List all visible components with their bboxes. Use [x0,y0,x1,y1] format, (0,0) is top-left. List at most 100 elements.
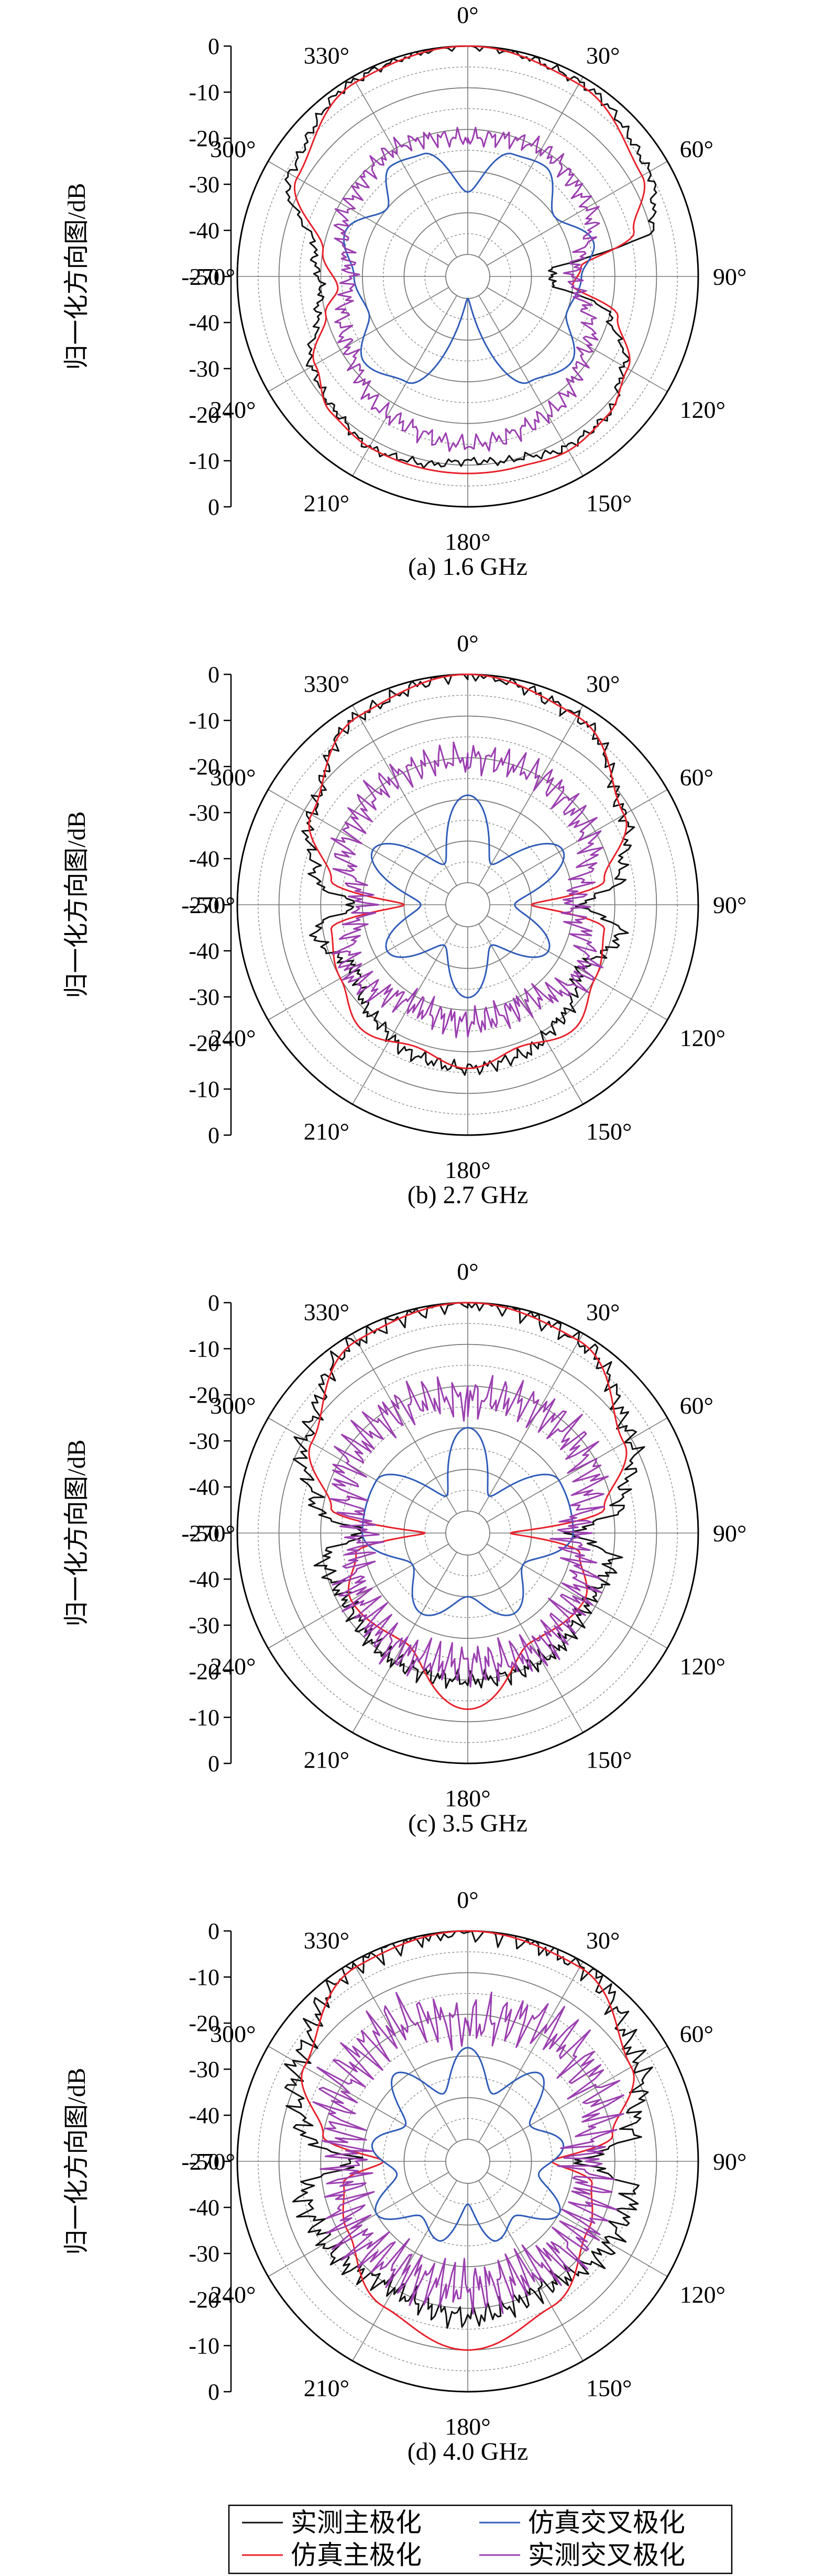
angle-label: 240° [210,1025,256,1051]
angle-label: 180° [445,1157,490,1183]
radial-tick-label: -50 [189,892,219,918]
radial-tick-label: -40 [189,938,219,964]
radial-tick-label: -30 [189,356,219,382]
y-axis-label: 归一化方向图/dB [63,183,91,370]
angular-gridline [352,1961,457,2143]
angular-gridline [478,1333,584,1515]
polar-panel: 0 -10 -20 -30 -40 -50 -40 -30 -20 -10 0 归一化方向图/dB 0°… [63,1258,746,1837]
angle-label: 330° [304,670,349,697]
series-simulated-cross [371,2047,565,2242]
angle-label: 30° [586,1927,620,1953]
radial-tick-label: -30 [189,172,219,197]
angular-gridline [486,161,668,266]
angular-gridline [486,1544,668,1649]
angle-label: 180° [445,2413,490,2440]
radial-tick-label: -50 [189,1520,219,1546]
angle-label: -270° [181,1520,235,1547]
series-measured-co [292,1302,645,1689]
angular-gridline [352,923,457,1105]
angular-gridline [486,2172,668,2277]
angle-label: 120° [680,1025,725,1051]
legend-label-measured-cross: 实测交叉极化 [528,2540,685,2570]
series-measured-cross [312,1991,624,2315]
angle-label: -270° [181,263,235,290]
polar-panel: 0 -10 -20 -30 -40 -50 -40 -30 -20 -10 0 归一化方向图/dB 0°… [63,2,746,581]
polar-panels: 0 -10 -20 -30 -40 -50 -40 -30 -20 -10 0 归一化方向图/dB 0°… [63,2,746,2466]
angle-label: 300° [210,1392,256,1419]
angular-gridline [352,705,457,886]
y-axis-label: 归一化方向图/dB [63,2068,91,2255]
legend-box [228,2504,733,2574]
angular-gridline [352,76,457,258]
angular-gridline [486,789,668,894]
radial-tick-label: -20 [189,1382,219,1408]
radial-tick-label: 0 [208,1123,219,1148]
y-axis-label: 归一化方向图/dB [63,1439,91,1626]
series-measured-cross [329,1375,609,1688]
radial-tick-label: -10 [189,1705,219,1730]
angle-label: 150° [586,490,632,517]
angle-label: 180° [445,528,490,555]
radial-tick-label: -10 [189,2333,219,2359]
radial-tick-label: -20 [189,2011,219,2036]
legend-label-measured-co: 实测主极化 [291,2508,422,2537]
angle-label: 30° [586,1298,620,1325]
angle-label: 60° [680,136,713,162]
angle-label: 240° [210,1653,256,1680]
radial-tick-label: -30 [189,800,219,826]
radial-tick-label: -10 [189,708,219,734]
radial-tick-label: -40 [189,2103,219,2128]
radial-tick-label: -20 [189,402,219,428]
radial-tick-label: -30 [189,2241,219,2267]
angular-gridline [268,287,449,392]
polar-panel: 0 -10 -20 -30 -40 -50 -40 -30 -20 -10 0 归一化方向图/dB 0°… [63,1886,746,2466]
angle-label: 90° [713,1520,746,1547]
angular-gridline [268,2046,449,2151]
angle-label: 180° [445,1785,490,1812]
angle-label: 150° [586,1118,632,1145]
radial-tick-label: -30 [189,1428,219,1454]
radial-tick-label: -10 [189,1076,219,1102]
radial-tick-label: 0 [208,1290,219,1316]
angle-label: 60° [680,2020,713,2047]
angle-label: 300° [210,2020,256,2047]
radial-tick-label: -40 [189,310,219,336]
radial-gridline [445,2139,490,2184]
angular-gridline [352,1333,457,1515]
angular-gridline [478,1961,584,2143]
radial-tick-label: -10 [189,80,219,105]
angle-label: 0° [457,1886,478,1913]
radial-tick-label: -40 [189,2195,219,2220]
legend-label-simulated-co: 仿真主极化 [291,2540,422,2570]
angle-label: 0° [457,630,478,657]
angle-label: 210° [304,1118,349,1145]
series-measured-cross [330,741,603,1039]
radial-tick-label: -50 [189,2149,219,2174]
series-simulated-cross [370,794,565,998]
angle-label: 240° [210,396,256,423]
radial-tick-label: -40 [189,846,219,872]
series-simulated-co [301,1930,635,2351]
angular-gridline [268,1417,449,1523]
panel-caption: (a) 1.6 GHz [408,553,527,581]
radial-tick-label: -20 [189,1659,219,1684]
radial-tick-label: -20 [189,1030,219,1056]
angle-label: 0° [457,2,478,28]
radial-tick-label: 0 [208,1751,219,1776]
radial-gridline [445,882,490,927]
angular-gridline [478,2180,584,2361]
angle-label: 240° [210,2281,256,2308]
angular-gridline [478,705,584,886]
panel-caption: (c) 3.5 GHz [408,1809,527,1837]
angle-label: 150° [586,2375,632,2402]
legend-label-simulated-cross: 仿真交叉极化 [528,2508,685,2537]
angle-label: 90° [713,263,746,290]
angle-label: 120° [680,1653,725,1680]
series-simulated-co [308,673,628,1070]
series-simulated-co [293,45,646,474]
radial-tick-label: -20 [189,2287,219,2313]
panel-caption: (d) 4.0 GHz [408,2438,529,2466]
legend: 实测主极化 仿真主极化 仿真交叉极化 实测交叉极化 [228,2504,733,2574]
angle-label: 30° [586,670,620,697]
angle-label: 150° [586,1747,632,1773]
